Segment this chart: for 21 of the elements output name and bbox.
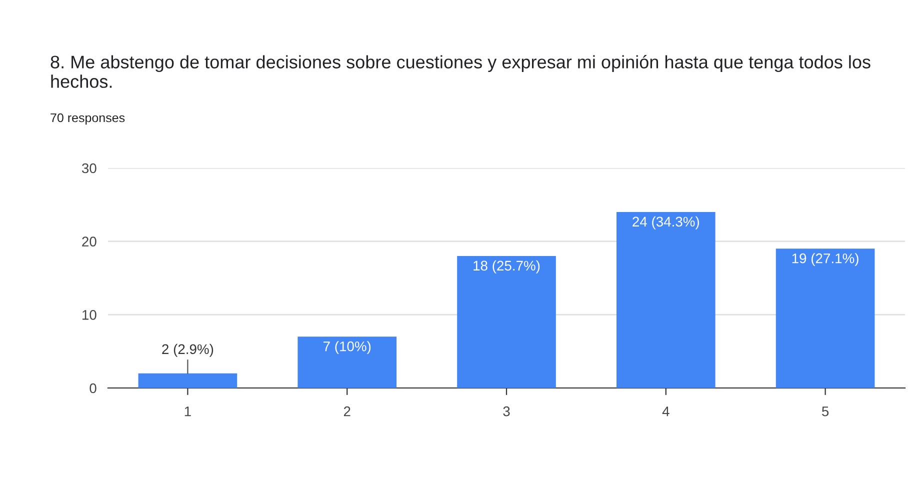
data-label: 2 (2.9%) [162, 344, 214, 357]
x-tick-label: 1 [184, 406, 191, 416]
bar [616, 212, 716, 388]
data-label: 19 (27.1%) [792, 253, 858, 266]
chart-subtitle: 70 responses [50, 113, 125, 125]
x-tick-label: 2 [344, 406, 350, 416]
x-tick-label: 5 [822, 406, 829, 416]
data-label: 7 (10%) [324, 341, 371, 354]
y-tick-label: 30 [82, 163, 96, 174]
bar [776, 248, 875, 388]
bar [298, 336, 397, 388]
y-tick-label: 0 [90, 383, 96, 394]
data-label: 18 (25.7%) [474, 260, 540, 274]
x-tick-label: 3 [503, 406, 510, 416]
y-tick-label: 10 [82, 310, 96, 320]
bar [457, 256, 556, 388]
y-tick-label: 20 [82, 236, 96, 247]
x-tick-label: 4 [662, 406, 670, 416]
data-label: 24 (34.3%) [632, 216, 700, 230]
bar [138, 373, 238, 388]
chart-title: 8. Me abstengo de tomar decisiones sobre cuestiones y expresar mi opinión hasta que tenga todos los hechos. [50, 55, 870, 88]
